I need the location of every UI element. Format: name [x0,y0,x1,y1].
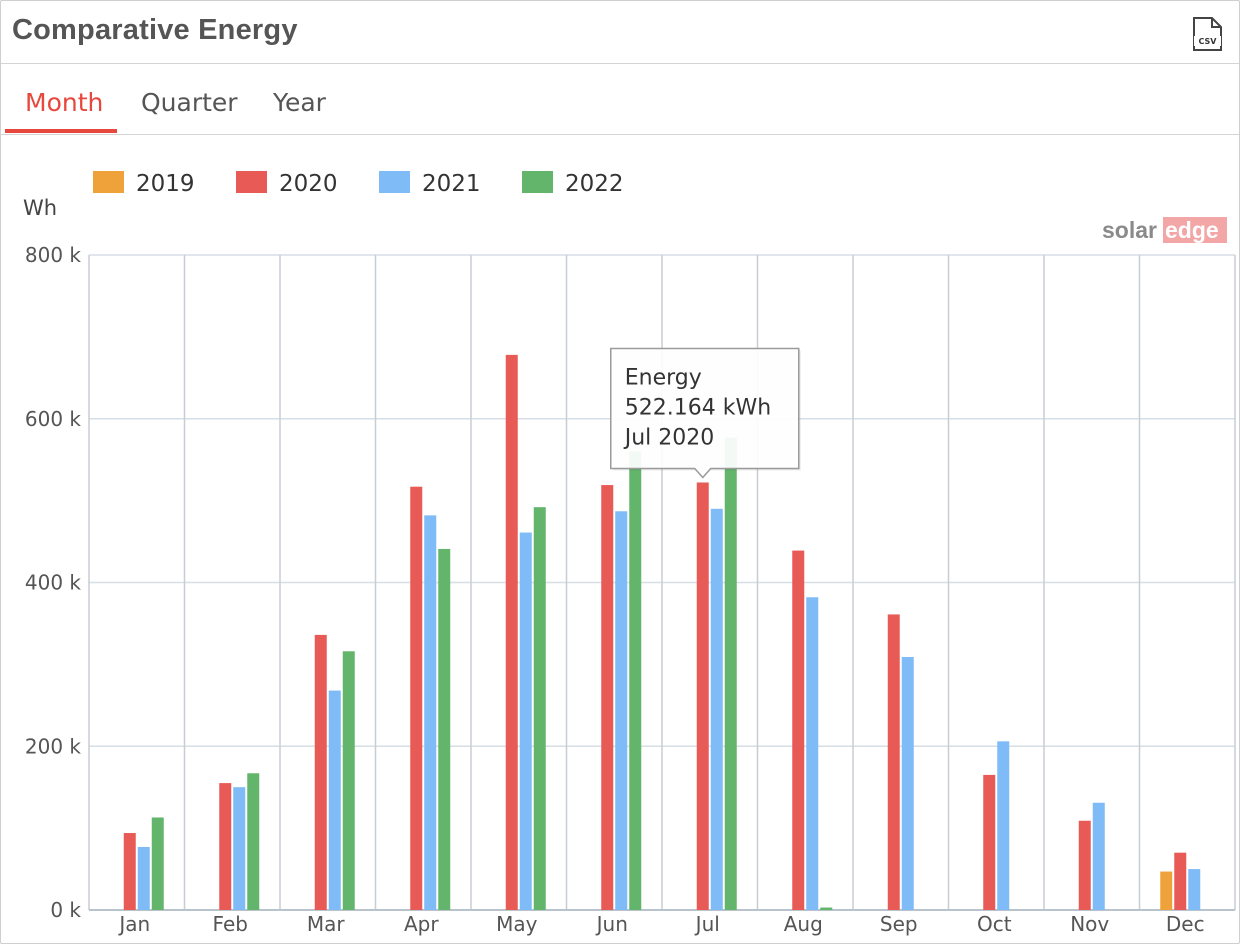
x-tick-label-jun: Jun [595,912,628,936]
y-tick-label: 200 k [25,734,82,758]
bar-mar-2020[interactable] [314,634,327,910]
bar-mar-2021[interactable] [328,690,341,910]
bar-aug-2021[interactable] [806,597,819,910]
bar-feb-2021[interactable] [233,787,246,910]
bar-aug-2020[interactable] [792,550,805,910]
tooltip-box [610,347,800,479]
bar-apr-2020[interactable] [410,486,423,910]
bar-nov-2021[interactable] [1092,802,1105,910]
bar-feb-2020[interactable] [219,783,232,910]
legend-label-2019[interactable]: 2019 [136,171,195,197]
period-tabs: Month Quarter Year [1,64,1239,135]
bar-jul-2021[interactable] [710,508,723,910]
x-tick-label-may: May [496,912,538,936]
chart-tooltip: Energy 522.164 kWh Jul 2020 [610,347,801,479]
bar-jan-2022[interactable] [151,817,164,910]
bar-feb-2022[interactable] [247,773,260,910]
widget-title: Comparative Energy [12,14,298,46]
widget-header: Comparative Energy CSV [1,1,1239,64]
legend-swatch-2019[interactable] [93,171,124,193]
legend-label-2022[interactable]: 2022 [565,171,624,197]
bar-jul-2022[interactable] [724,437,737,910]
y-tick-label: 800 k [25,243,82,267]
bar-jun-2020[interactable] [601,485,614,910]
bar-oct-2020[interactable] [983,774,996,910]
csv-file-icon: CSV [1193,17,1222,51]
legend-swatch-2020[interactable] [236,171,267,193]
bar-dec-2020[interactable] [1174,852,1187,910]
active-tab-indicator [5,129,117,133]
bar-dec-2021[interactable] [1188,869,1201,910]
x-tick-label-oct: Oct [977,912,1012,936]
bar-may-2021[interactable] [519,532,532,910]
x-tick-label-aug: Aug [784,912,823,936]
x-tick-label-feb: Feb [213,912,248,936]
bar-sep-2021[interactable] [901,657,914,910]
bar-aug-2022[interactable] [820,907,833,910]
bar-may-2022[interactable] [533,507,546,910]
bar-dec-2019[interactable] [1160,871,1173,910]
logo-text-edge: edge [1165,217,1219,243]
tab-year[interactable]: Year [273,88,326,117]
legend-swatch-2022[interactable] [522,171,553,193]
bar-may-2020[interactable] [505,354,518,910]
chart-bars [123,354,1201,911]
bar-nov-2020[interactable] [1078,820,1091,910]
x-tick-label-sep: Sep [880,912,918,936]
bar-oct-2021[interactable] [997,741,1010,910]
bar-jan-2020[interactable] [123,833,136,910]
y-tick-label: 600 k [25,407,82,431]
x-tick-label-mar: Mar [307,912,346,936]
y-axis-unit-label: Wh [23,196,57,220]
legend-label-2020[interactable]: 2020 [279,171,338,197]
bar-mar-2022[interactable] [342,651,355,910]
tooltip-line-2: 522.164 kWh [625,395,771,420]
bar-jan-2021[interactable] [137,846,150,910]
bar-jul-2020[interactable] [696,482,709,910]
tooltip-line-3: Jul 2020 [623,425,715,450]
x-tick-label-jan: Jan [117,912,150,936]
bar-jun-2022[interactable] [629,451,642,911]
y-tick-label: 400 k [25,571,82,595]
legend-label-2021[interactable]: 2021 [422,171,481,197]
csv-export-button[interactable]: CSV [1191,17,1223,51]
chart-grid [88,254,1236,911]
bar-apr-2022[interactable] [438,548,451,910]
x-tick-label-nov: Nov [1070,912,1109,936]
energy-bar-chart: 2019 2020 2021 2022 Wh solar edge 0 k 200 k 4… [23,171,1236,936]
bar-jun-2021[interactable] [615,511,628,910]
logo-text-solar: solar [1102,217,1157,243]
chart-axis-labels: 0 k 200 k 400 k 600 k 800 k Jan Feb Mar Apr May Ju… [25,243,1205,936]
tooltip-line-1: Energy [625,365,702,390]
bar-sep-2020[interactable] [887,614,900,910]
bar-apr-2021[interactable] [424,515,437,910]
tab-month[interactable]: Month [25,88,104,117]
solaredge-logo: solar edge [1102,217,1227,243]
csv-icon-label: CSV [1199,37,1218,46]
chart-legend: 2019 2020 2021 2022 [93,171,624,197]
x-tick-label-apr: Apr [404,912,439,936]
x-tick-label-dec: Dec [1166,912,1205,936]
x-tick-label-jul: Jul [694,912,720,936]
tab-quarter[interactable]: Quarter [141,88,238,117]
y-tick-label: 0 k [50,898,81,922]
logo-edge-background [1163,217,1227,243]
legend-swatch-2021[interactable] [379,171,410,193]
